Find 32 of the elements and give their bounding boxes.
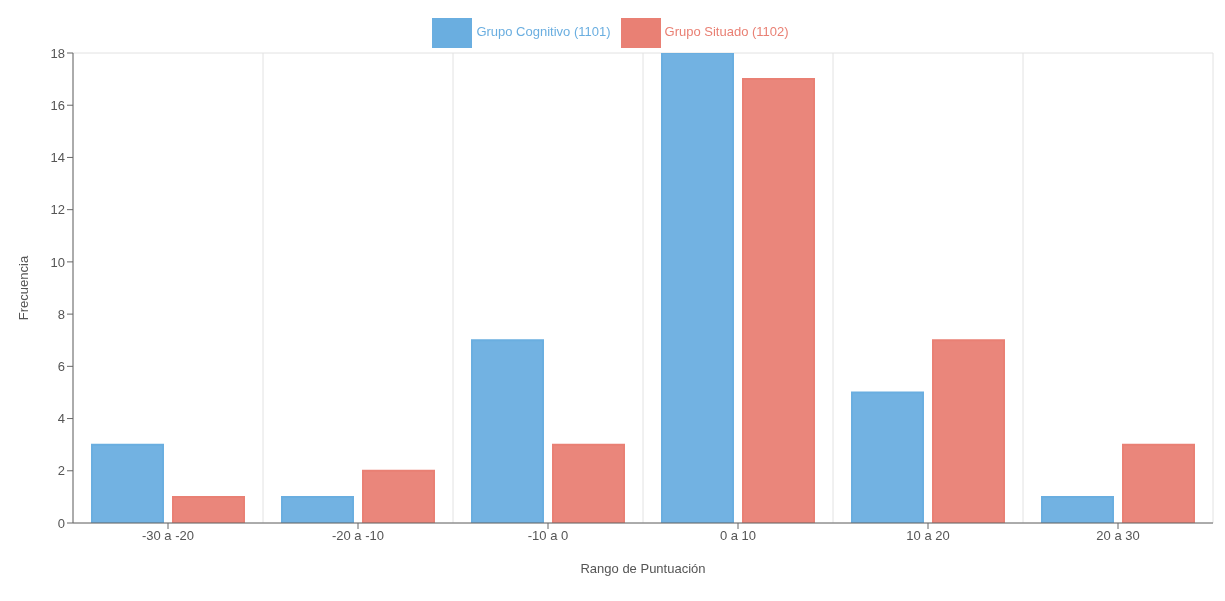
y-tick-label: 2: [57, 463, 65, 479]
y-tick-label: 12: [50, 202, 65, 218]
y-tick-label: 8: [57, 306, 65, 322]
bar: [742, 78, 815, 523]
bar: [281, 495, 354, 523]
x-tick-label: -10 a 0: [527, 528, 569, 544]
bar: [91, 443, 164, 523]
y-tick-label: 4: [57, 411, 65, 427]
bar: [362, 469, 435, 523]
y-axis-title: Frecuencia: [15, 255, 31, 321]
x-tick-label: 20 a 30: [1096, 528, 1140, 544]
x-tick-label: -30 a -20: [141, 528, 195, 544]
bar: [172, 495, 245, 523]
bar: [552, 443, 625, 523]
bar: [851, 391, 924, 523]
bar: [1122, 443, 1195, 523]
x-tick-label: 10 a 20: [906, 528, 950, 544]
legend-label: Grupo Cognitivo (1101): [476, 24, 611, 40]
bar: [471, 339, 544, 523]
bar: [932, 339, 1005, 523]
x-axis-title: Rango de Puntuación: [580, 561, 706, 576]
legend-label: Grupo Situado (1102): [664, 24, 789, 40]
y-tick-label: 18: [50, 45, 65, 61]
y-tick-label: 0: [57, 515, 65, 531]
bar: [1041, 495, 1114, 523]
x-tick-label: 0 a 10: [719, 528, 757, 544]
y-tick-label: 16: [50, 97, 65, 113]
x-tick-label: -20 a -10: [331, 528, 385, 544]
y-tick-label: 6: [57, 358, 65, 374]
y-tick-label: 14: [50, 150, 65, 166]
bar: [661, 53, 734, 523]
y-tick-label: 10: [50, 254, 65, 270]
